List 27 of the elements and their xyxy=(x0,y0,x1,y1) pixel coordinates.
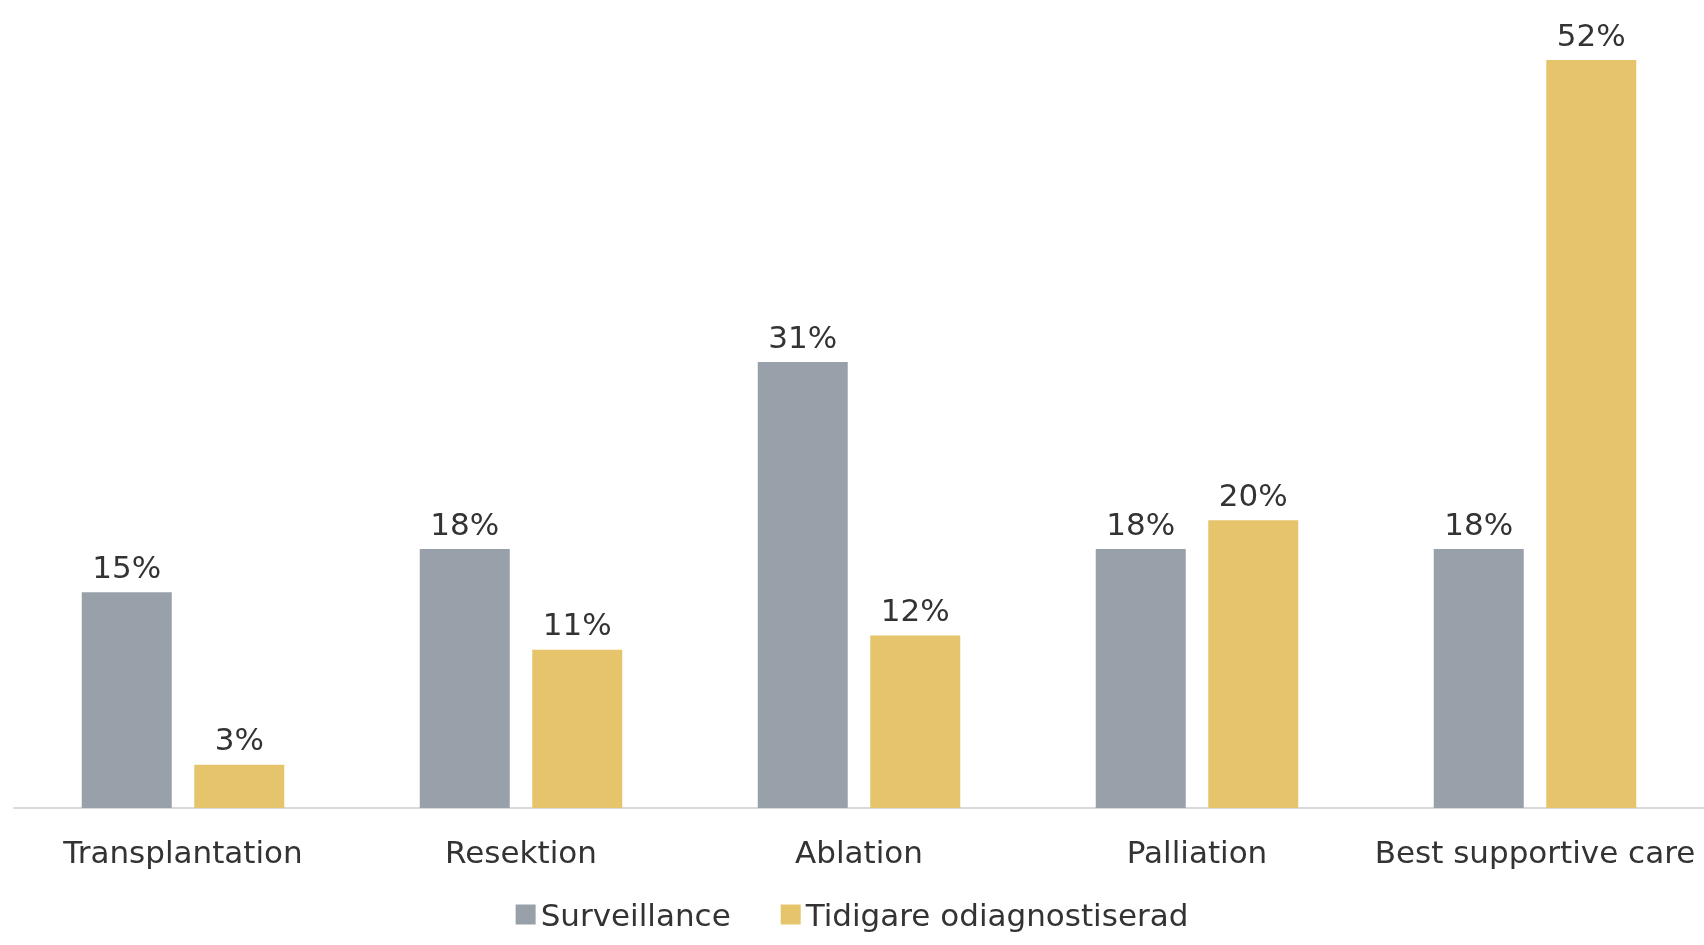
bar xyxy=(81,592,172,808)
data-label: 15% xyxy=(92,548,162,585)
data-label: 20% xyxy=(1218,476,1288,513)
bar xyxy=(419,549,510,808)
data-label: 3% xyxy=(214,721,264,758)
legend-label: Tidigare odiagnostiserad xyxy=(804,896,1189,933)
x-tick-label: Resektion xyxy=(445,833,597,870)
bar xyxy=(1546,60,1637,808)
data-label: 18% xyxy=(1106,505,1176,542)
data-label: 18% xyxy=(1444,505,1514,542)
data-label: 18% xyxy=(430,505,500,542)
x-tick-label: Ablation xyxy=(795,833,923,870)
data-label: 11% xyxy=(542,606,612,643)
x-tick-label: Best supportive care xyxy=(1374,833,1696,870)
bar xyxy=(1208,520,1299,808)
legend-label: Surveillance xyxy=(540,896,731,933)
bar xyxy=(194,764,285,808)
data-label: 52% xyxy=(1556,16,1626,53)
x-tick-label: Transplantation xyxy=(62,833,303,870)
bar xyxy=(1433,549,1524,808)
bar xyxy=(757,362,848,808)
data-label: 31% xyxy=(768,318,838,355)
x-tick-label: Palliation xyxy=(1126,833,1268,870)
data-label: 12% xyxy=(880,591,950,628)
bar xyxy=(870,635,961,808)
bar xyxy=(532,649,623,808)
bar xyxy=(1095,549,1186,808)
